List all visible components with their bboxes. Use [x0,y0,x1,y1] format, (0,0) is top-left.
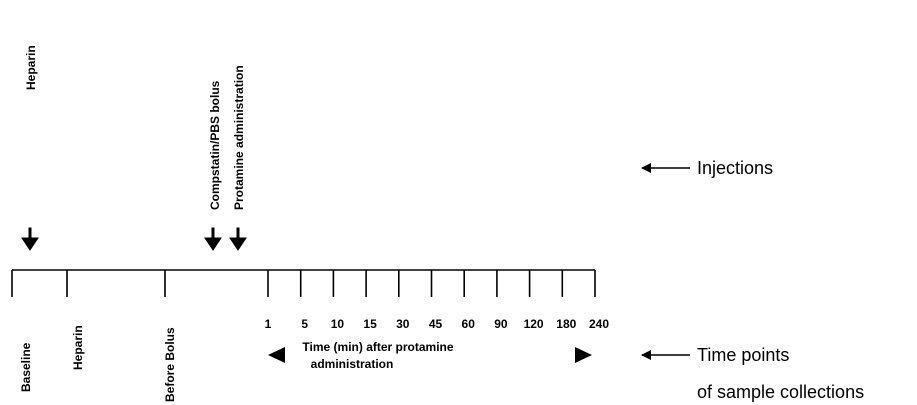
injection-label: Compstatin/PBS bolus [208,80,222,210]
time-label: 5 [301,317,308,331]
time-label: 240 [589,317,609,331]
injection-label: Protamine administration [232,65,246,210]
injection-label: Heparin [24,45,38,90]
down-arrow [21,227,39,251]
left-triangle [268,347,285,363]
legend-samples: Time points [697,345,789,365]
sample-label: Baseline [19,342,33,392]
content: Heparin Compstatin/PBS bolus Protamine adm… [11,45,609,402]
down-arrow [204,227,222,251]
time-label: 30 [396,317,410,331]
legend-samples: of sample collections [697,382,864,402]
time-label: 10 [331,317,345,331]
time-label: 1 [265,317,272,331]
time-label: 180 [556,317,576,331]
legend-injections: Injections [697,158,773,178]
caption: administration [311,357,394,371]
sample-label: Heparin [71,325,85,370]
time-label: 15 [363,317,377,331]
sample-label: Before Bolus [163,327,177,402]
time-label: 45 [429,317,443,331]
caption: Time (min) after protamine [302,340,453,354]
down-arrow [229,227,247,251]
right-triangle [575,347,592,363]
time-label: 90 [494,317,508,331]
time-label: 120 [524,317,544,331]
time-label: 60 [462,317,476,331]
